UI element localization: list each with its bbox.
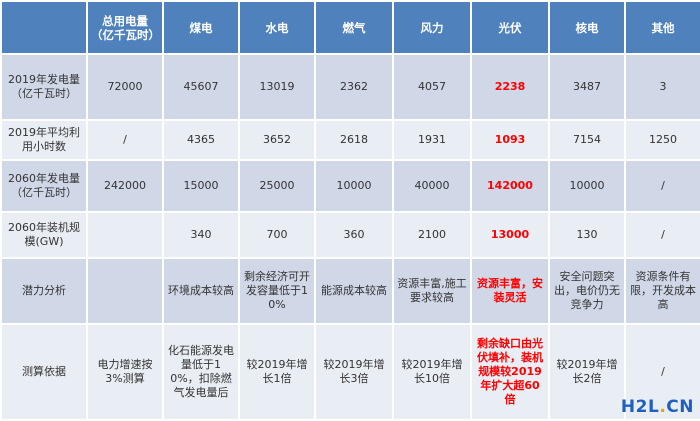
row-label: 2060年发电量（亿千瓦时） [0,159,88,213]
table-row: 2060年发电量（亿千瓦时） 242000 15000 25000 10000 … [0,159,700,213]
table-cell: 25000 [238,159,316,213]
table-cell-highlight: 1093 [470,119,550,161]
table-cell: 4057 [392,53,472,121]
table-cell: 13019 [238,53,316,121]
table-cell: 较2019年增长1倍 [238,323,316,421]
table-cell-highlight: 13000 [470,211,550,259]
table-cell [86,257,164,325]
table-row: 潜力分析 环境成本较高 剩余经济可开发容量低于10% 能源成本较高 资源丰富,施… [0,257,700,325]
table-cell: 剩余经济可开发容量低于10% [238,257,316,325]
table-cell: 资源丰富,施工要求较高 [392,257,472,325]
header-cell-empty [0,0,88,55]
table-row: 2019年平均利用小时数 / 4365 3652 2618 1931 1093 … [0,119,700,161]
row-label: 2060年装机规模(GW) [0,211,88,259]
table-cell: / [624,323,700,421]
table-cell: 电力增速按3%测算 [86,323,164,421]
table-cell: 7154 [548,119,626,161]
table-row: 2060年装机规模(GW) 340 700 360 2100 13000 130… [0,211,700,259]
table-cell-highlight: 142000 [470,159,550,213]
table-cell: 360 [314,211,394,259]
table-cell: 较2019年增长10倍 [392,323,472,421]
table-cell: 3487 [548,53,626,121]
table-cell: / [86,119,164,161]
table-cell: 3 [624,53,700,121]
table-cell: 环境成本较高 [162,257,240,325]
table-cell: 2618 [314,119,394,161]
table-cell: 资源条件有限，开发成本高 [624,257,700,325]
header-solar: 光伏 [470,0,550,55]
table-cell: 较2019年增长2倍 [548,323,626,421]
row-label: 2019年平均利用小时数 [0,119,88,161]
table-cell: 化石能源发电量低于10%，扣除燃气发电量后 [162,323,240,421]
header-nuclear: 核电 [548,0,626,55]
table-cell: 安全问题突出，电价仍无竞争力 [548,257,626,325]
table-cell: 72000 [86,53,164,121]
table-cell: 较2019年增长3倍 [314,323,394,421]
header-other: 其他 [624,0,700,55]
table-cell: 130 [548,211,626,259]
table-cell: 1931 [392,119,472,161]
header-wind: 风力 [392,0,472,55]
table-cell: 242000 [86,159,164,213]
table-cell-highlight: 2238 [470,53,550,121]
table-cell: / [624,211,700,259]
header-coal: 煤电 [162,0,240,55]
header-hydro: 水电 [238,0,316,55]
watermark-dot: . [659,397,667,417]
header-gas: 燃气 [314,0,394,55]
table-cell: 1250 [624,119,700,161]
table-cell: 45607 [162,53,240,121]
table-cell: 4365 [162,119,240,161]
table-cell: 能源成本较高 [314,257,394,325]
table-cell: 15000 [162,159,240,213]
row-label: 测算依据 [0,323,88,421]
row-label: 2019年发电量（亿千瓦时） [0,53,88,121]
header-row: 总用电量（亿千瓦时） 煤电 水电 燃气 风力 光伏 核电 其他 [0,0,700,55]
table-cell: / [624,159,700,213]
table-cell: 700 [238,211,316,259]
row-label: 潜力分析 [0,257,88,325]
table-row: 2019年发电量（亿千瓦时） 72000 45607 13019 2362 40… [0,53,700,121]
table-cell: 2100 [392,211,472,259]
header-total-consumption: 总用电量（亿千瓦时） [86,0,164,55]
table-row: 测算依据 电力增速按3%测算 化石能源发电量低于10%，扣除燃气发电量后 较20… [0,323,700,421]
table-cell-highlight: 资源丰富，安装灵活 [470,257,550,325]
watermark-suffix: CN [666,397,694,417]
table-cell: 10000 [314,159,394,213]
table-cell-highlight: 剩余缺口由光伏填补，装机规模较2019年扩大超60倍 [470,323,550,421]
table-cell: 10000 [548,159,626,213]
table-cell [86,211,164,259]
table-cell: 340 [162,211,240,259]
site-watermark-logo: H2L.CN [621,397,694,417]
table-cell: 2362 [314,53,394,121]
table-cell: 3652 [238,119,316,161]
watermark-main: H2L [620,397,660,417]
table-cell: 40000 [392,159,472,213]
